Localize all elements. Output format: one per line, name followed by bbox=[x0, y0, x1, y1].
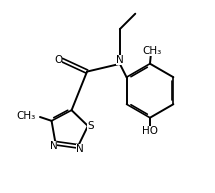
Text: S: S bbox=[88, 121, 94, 131]
Text: O: O bbox=[54, 55, 62, 65]
Text: CH₃: CH₃ bbox=[142, 46, 161, 56]
Text: N: N bbox=[76, 144, 84, 154]
Text: CH₃: CH₃ bbox=[16, 111, 35, 121]
Text: N: N bbox=[116, 55, 124, 65]
Text: HO: HO bbox=[142, 126, 158, 136]
Text: N: N bbox=[50, 141, 57, 151]
